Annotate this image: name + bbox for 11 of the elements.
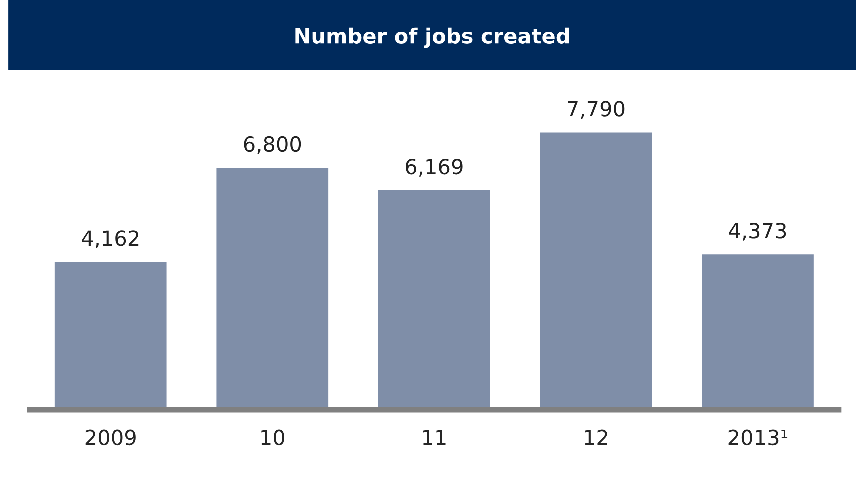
data-label: 4,373 — [729, 223, 786, 241]
x-tick-label: 2009 — [86, 430, 136, 446]
x-tick-label: 2013¹ — [728, 430, 788, 446]
chart-title: Number of jobs created — [296, 28, 570, 48]
x-tick-label: 12 — [585, 430, 608, 446]
data-label: 7,790 — [568, 101, 625, 119]
data-label: 6,169 — [406, 158, 463, 177]
data-label: 4,162 — [82, 230, 139, 248]
x-tick-label: 11 — [423, 430, 446, 446]
x-tick-label: 10 — [262, 430, 285, 446]
data-label: 6,800 — [244, 136, 302, 154]
